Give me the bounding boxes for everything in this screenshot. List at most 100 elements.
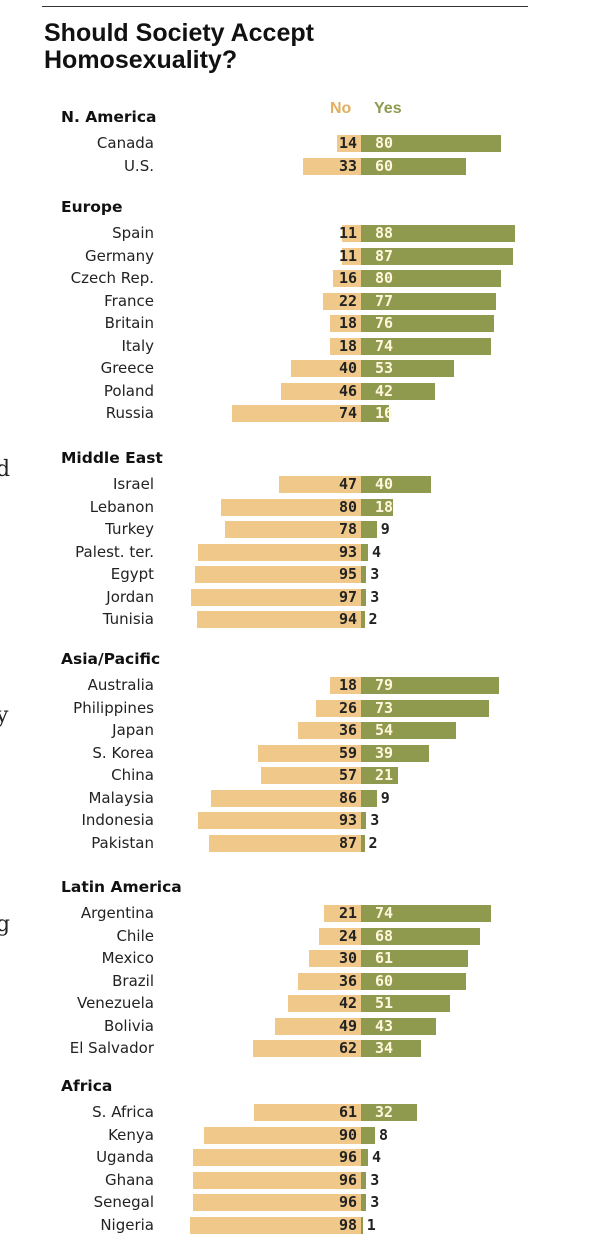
bar-no bbox=[280, 382, 361, 400]
bar-no bbox=[252, 1040, 361, 1057]
value-no: 80 bbox=[338, 497, 357, 516]
bar-yes bbox=[361, 927, 480, 945]
bar-no bbox=[193, 1171, 361, 1189]
bar-no bbox=[198, 543, 361, 561]
value-yes: 8 bbox=[379, 1125, 389, 1144]
value-no: 11 bbox=[338, 246, 357, 265]
value-yes: 77 bbox=[375, 291, 394, 310]
bar-no bbox=[210, 789, 361, 807]
bar-no bbox=[291, 360, 361, 377]
value-no: 93 bbox=[338, 811, 357, 829]
country-label: Bolivia bbox=[103, 1016, 154, 1035]
top-divider-line bbox=[42, 6, 528, 7]
region-label: Africa bbox=[61, 1077, 113, 1095]
value-yes: 9 bbox=[380, 520, 390, 538]
country-label: Malaysia bbox=[88, 788, 154, 807]
value-no: 46 bbox=[338, 381, 357, 400]
value-yes: 87 bbox=[375, 246, 394, 265]
country-label: Italy bbox=[121, 336, 154, 355]
bar-yes bbox=[361, 135, 501, 152]
bar-yes bbox=[361, 543, 368, 561]
bar-yes bbox=[361, 1104, 417, 1121]
bar-no bbox=[189, 1216, 361, 1234]
country-label: Senegal bbox=[93, 1193, 154, 1211]
legend-yes-label: Yes bbox=[374, 100, 402, 117]
bar-yes bbox=[361, 157, 466, 175]
bar-no bbox=[194, 566, 361, 583]
value-yes: 1 bbox=[366, 1215, 376, 1234]
bar-no bbox=[329, 337, 361, 355]
country-label: Greece bbox=[100, 359, 154, 377]
value-no: 26 bbox=[338, 698, 357, 717]
bar-yes bbox=[361, 588, 367, 606]
bar-yes bbox=[361, 1017, 437, 1035]
region-label: Middle East bbox=[61, 449, 163, 467]
value-yes: 3 bbox=[370, 565, 380, 583]
region-label: Asia/Pacific bbox=[61, 650, 161, 668]
value-no: 33 bbox=[338, 156, 357, 175]
bar-yes bbox=[361, 476, 431, 493]
region-label: Latin America bbox=[61, 878, 182, 896]
value-no: 11 bbox=[338, 224, 357, 242]
value-no: 93 bbox=[338, 542, 357, 561]
value-no: 96 bbox=[338, 1148, 357, 1166]
value-yes: 43 bbox=[375, 1016, 394, 1035]
bar-no bbox=[322, 292, 361, 310]
bar-yes bbox=[361, 972, 466, 990]
value-no: 40 bbox=[338, 359, 357, 377]
bar-yes bbox=[361, 270, 501, 287]
bar-yes bbox=[361, 247, 514, 265]
value-yes: 60 bbox=[375, 971, 394, 990]
value-yes: 74 bbox=[375, 336, 394, 355]
country-label: Pakistan bbox=[91, 833, 154, 852]
value-yes: 60 bbox=[375, 156, 394, 175]
country-label: Tunisia bbox=[102, 610, 154, 628]
cropped-text-fragment: y bbox=[0, 703, 9, 728]
country-label: Ghana bbox=[104, 1170, 154, 1189]
country-label: Kenya bbox=[108, 1125, 154, 1144]
bar-no bbox=[324, 905, 361, 922]
country-label: Israel bbox=[113, 475, 154, 493]
value-no: 96 bbox=[338, 1170, 357, 1189]
value-no: 18 bbox=[338, 336, 357, 355]
value-no: 94 bbox=[338, 610, 357, 628]
country-label: S. Africa bbox=[92, 1103, 154, 1121]
value-yes: 80 bbox=[375, 269, 394, 287]
value-yes: 4 bbox=[372, 542, 382, 561]
bar-yes bbox=[361, 1149, 368, 1166]
value-no: 22 bbox=[338, 291, 357, 310]
value-yes: 18 bbox=[375, 497, 394, 516]
value-no: 78 bbox=[338, 520, 357, 538]
legend-no-label: No bbox=[330, 100, 352, 117]
bar-no bbox=[224, 521, 361, 538]
bar-no bbox=[336, 135, 361, 152]
bar-yes bbox=[361, 789, 377, 807]
bar-no bbox=[333, 270, 361, 287]
bar-yes bbox=[361, 1171, 367, 1189]
cropped-text-fragment: g bbox=[0, 912, 11, 937]
country-label: Chile bbox=[116, 926, 154, 945]
bar-yes bbox=[361, 744, 430, 762]
value-yes: 54 bbox=[375, 721, 394, 739]
bar-yes bbox=[361, 1216, 363, 1234]
value-yes: 53 bbox=[375, 359, 394, 377]
bar-no bbox=[298, 722, 361, 739]
value-no: 30 bbox=[338, 949, 357, 967]
bar-no bbox=[196, 611, 361, 628]
value-yes: 40 bbox=[375, 475, 394, 493]
value-no: 97 bbox=[338, 587, 357, 606]
country-label: Brazil bbox=[112, 971, 154, 990]
value-no: 16 bbox=[338, 269, 357, 287]
value-yes: 39 bbox=[375, 743, 394, 762]
value-yes: 74 bbox=[375, 904, 394, 922]
value-no: 57 bbox=[338, 766, 357, 784]
bar-yes bbox=[361, 1126, 375, 1144]
value-yes: 68 bbox=[375, 926, 394, 945]
country-label: Palest. ter. bbox=[75, 542, 154, 561]
value-yes: 88 bbox=[375, 224, 394, 242]
value-no: 36 bbox=[338, 971, 357, 990]
value-yes: 9 bbox=[380, 788, 390, 807]
country-label: Czech Rep. bbox=[70, 269, 154, 287]
value-yes: 3 bbox=[370, 587, 380, 606]
chart-title: Should Society Accept Homosexuality? bbox=[44, 19, 314, 74]
